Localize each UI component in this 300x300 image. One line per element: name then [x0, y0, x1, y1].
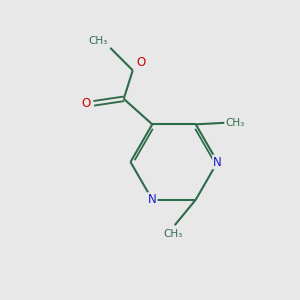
Text: CH₃: CH₃ [226, 118, 245, 128]
Text: N: N [213, 155, 222, 169]
Text: O: O [136, 56, 146, 69]
Text: N: N [148, 193, 157, 206]
Text: CH₃: CH₃ [164, 229, 183, 239]
Text: CH₃: CH₃ [88, 36, 108, 46]
Text: O: O [81, 97, 90, 110]
